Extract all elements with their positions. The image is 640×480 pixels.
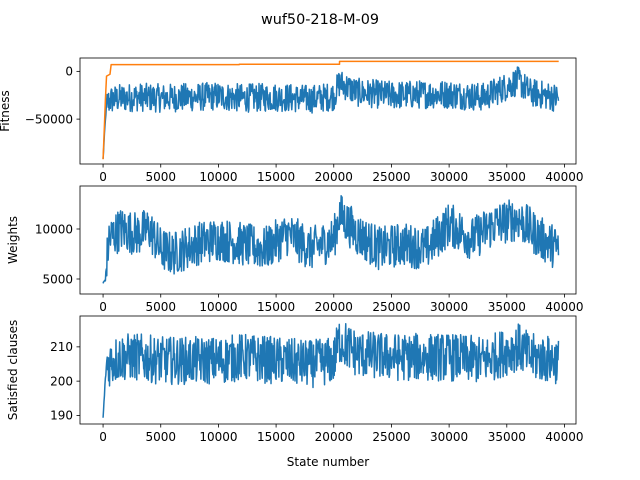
satisfied-clauses-x-tick-label: 40000 xyxy=(545,430,583,444)
satisfied-clauses-x-tick-label: 5000 xyxy=(145,430,176,444)
panel-fitness: 0 5000 10000 15000 20000 25000 30000 35000 40000… xyxy=(0,57,584,184)
weights-x-tick-label: 5000 xyxy=(145,300,176,314)
fitness-x-tick-label: 30000 xyxy=(430,170,468,184)
satisfied-clauses-x-tick-label: 10000 xyxy=(199,430,237,444)
fitness-x-tick-label: 0 xyxy=(99,170,107,184)
fitness-y-tick-label: −50000 xyxy=(25,112,73,126)
satisfied-clauses-x-tick-label: 35000 xyxy=(488,430,526,444)
fitness-x-tick-label: 20000 xyxy=(315,170,353,184)
satisfied-clauses-axes-frame xyxy=(79,315,577,425)
weights-x-tick-label: 40000 xyxy=(545,300,583,314)
weights-axes-frame xyxy=(79,185,577,295)
weights-x-tick-label: 20000 xyxy=(315,300,353,314)
fitness-series-best-line xyxy=(102,60,559,160)
satisfied-clauses-x-tick-label: 20000 xyxy=(315,430,353,444)
weights-plot-area xyxy=(102,195,560,284)
fitness-x-tick-label: 10000 xyxy=(199,170,237,184)
weights-x-tick-label: 35000 xyxy=(488,300,526,314)
fitness-series-current-line xyxy=(102,66,560,159)
fitness-x-tick-label: 5000 xyxy=(145,170,176,184)
panel-weights: 0 5000 10000 15000 20000 25000 30000 35000 40000… xyxy=(6,185,584,314)
fitness-y-axis-label: Fitness xyxy=(0,90,12,132)
satisfied-clauses-series-current-line xyxy=(102,322,560,418)
satisfied-clauses-y-tick-label: 210 xyxy=(50,340,73,354)
satisfied-clauses-plot-area xyxy=(102,322,560,418)
fitness-x-tick-label: 15000 xyxy=(257,170,295,184)
weights-y-tick-label: 5000 xyxy=(42,272,73,286)
fitness-axes-frame xyxy=(79,57,577,165)
fitness-x-tick-label: 35000 xyxy=(488,170,526,184)
satisfied-clauses-y-tick-label: 200 xyxy=(50,374,73,388)
weights-series-current-line xyxy=(102,195,560,284)
satisfied-clauses-x-tick-label: 30000 xyxy=(430,430,468,444)
satisfied-clauses-x-tick-label: 15000 xyxy=(257,430,295,444)
weights-x-tick-label: 30000 xyxy=(430,300,468,314)
satisfied-clauses-x-tick-label: 0 xyxy=(99,430,107,444)
satisfied-clauses-x-tick-label: 25000 xyxy=(372,430,410,444)
weights-x-tick-label: 10000 xyxy=(199,300,237,314)
weights-y-axis-label: Weights xyxy=(6,216,20,264)
fitness-x-tick-label: 40000 xyxy=(545,170,583,184)
satisfied-clauses-y-tick-label: 190 xyxy=(50,409,73,423)
fitness-plot-area xyxy=(102,60,560,160)
weights-x-tick-label: 15000 xyxy=(257,300,295,314)
fitness-x-tick-label: 25000 xyxy=(372,170,410,184)
panels: 0 5000 10000 15000 20000 25000 30000 35000 40000… xyxy=(0,57,584,469)
figure-title: wuf50-218-M-09 xyxy=(261,12,379,28)
panel-satisfied-clauses: 0 5000 10000 15000 20000 25000 30000 35000 40000… xyxy=(6,315,584,469)
satisfied-clauses-y-axis-label: Satisfied clauses xyxy=(6,320,20,420)
weights-x-tick-label: 25000 xyxy=(372,300,410,314)
weights-y-tick-label: 10000 xyxy=(35,222,73,236)
weights-x-tick-label: 0 xyxy=(99,300,107,314)
fitness-y-tick-label: 0 xyxy=(65,65,73,79)
satisfied-clauses-x-axis-label: State number xyxy=(287,455,369,469)
